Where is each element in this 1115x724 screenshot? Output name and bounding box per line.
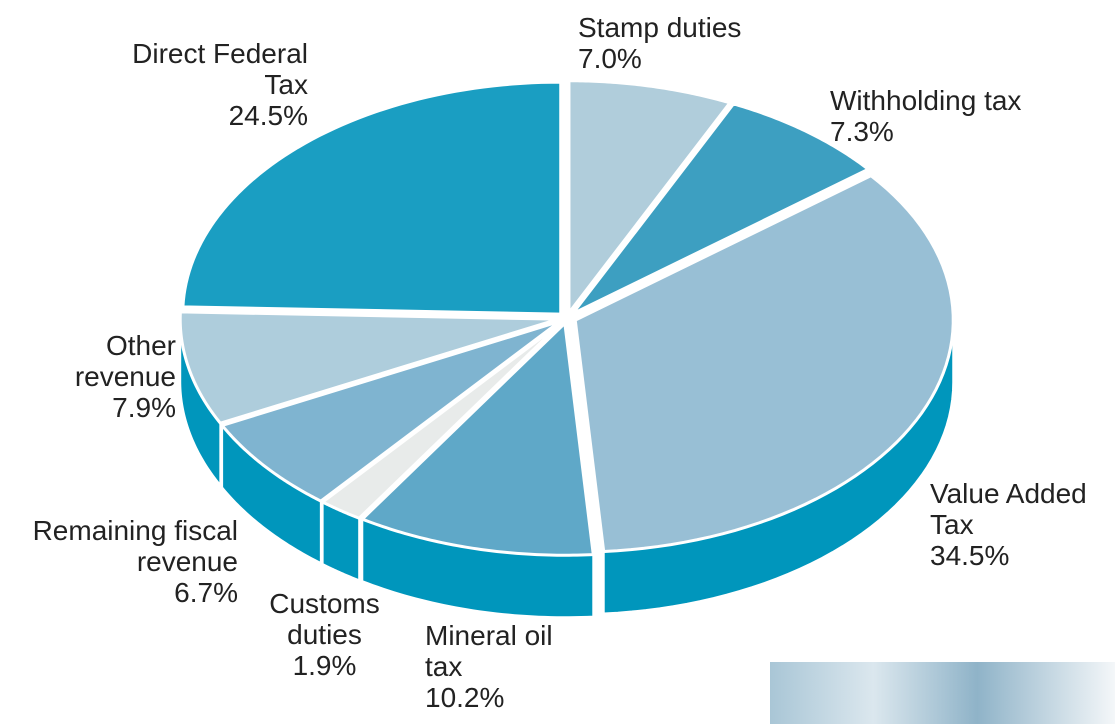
category-name: Direct Federal Tax — [108, 38, 308, 100]
category-name: Value Added Tax — [930, 478, 1105, 540]
category-name: Withholding tax — [830, 85, 1115, 116]
category-name: Mineral oil tax — [425, 620, 585, 682]
category-name: Stamp duties — [578, 12, 878, 43]
background-image — [770, 662, 1115, 724]
value-label: 7.3% — [830, 116, 1115, 147]
value-label: 7.9% — [66, 392, 176, 423]
value-label: 34.5% — [930, 540, 1105, 571]
value-label: 1.9% — [262, 650, 387, 681]
value-label: 6.7% — [3, 577, 238, 608]
category-name: Other revenue — [66, 330, 176, 392]
value-label: 7.0% — [578, 43, 878, 74]
page: Stamp duties7.0% Withholding tax7.3% Value… — [0, 0, 1115, 724]
value-label: 24.5% — [108, 100, 308, 131]
category-name: Remaining fiscal revenue — [3, 515, 238, 577]
value-label: 10.2% — [425, 682, 585, 713]
category-name: Customs duties — [262, 588, 387, 650]
